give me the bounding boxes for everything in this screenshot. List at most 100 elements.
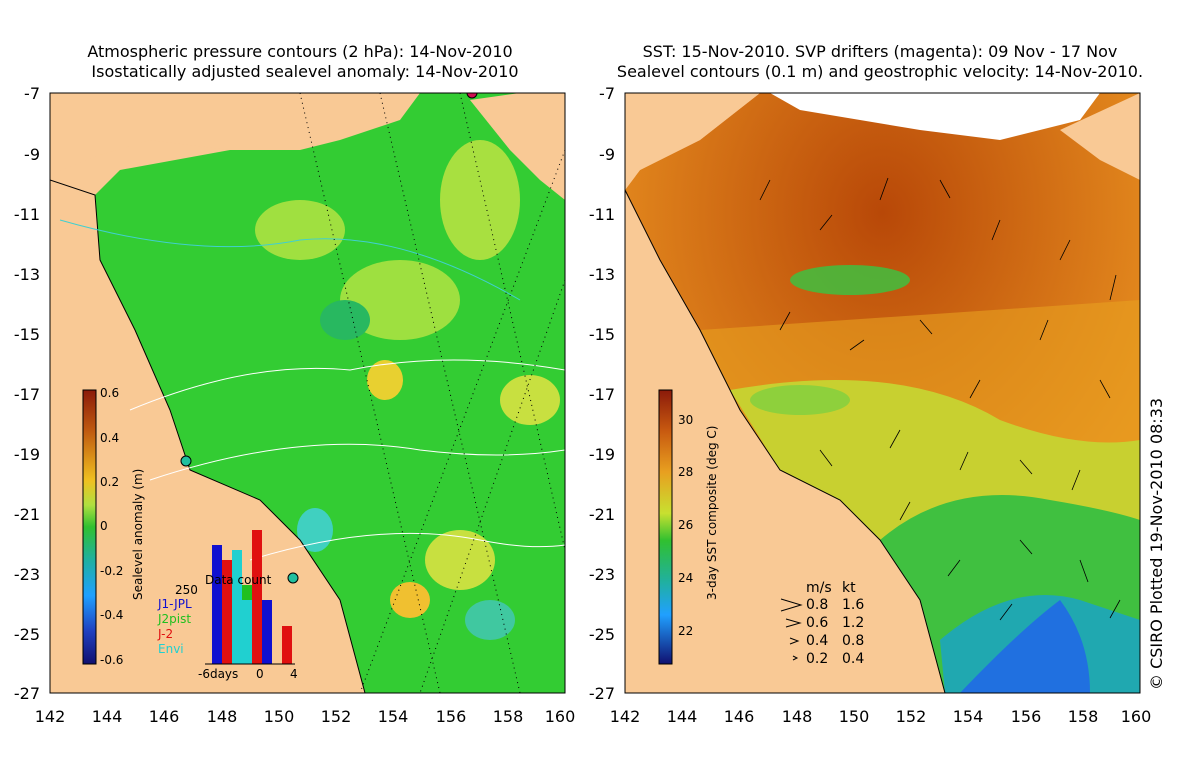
right-map	[625, 93, 1140, 693]
velocity-legend: m/s kt 0.8 1.6 0.6 1.2 0.4 0.8 0.2 0.4	[780, 580, 864, 667]
colorbar-tick: 24	[678, 571, 693, 585]
right-title-line2: Sealevel contours (0.1 m) and geostrophi…	[616, 62, 1144, 81]
new-guinea-land	[625, 93, 760, 190]
right-map-frame	[624, 92, 1141, 694]
x-tick: 154	[953, 707, 984, 726]
y-tick: -25	[14, 625, 40, 644]
left-x-axis: 142 144 146 148 150 152 154 156 158 160	[35, 707, 576, 726]
legend-arrow	[780, 598, 803, 612]
sla-negative-blob	[297, 508, 333, 552]
legend-ms: 0.6	[806, 615, 828, 631]
y-tick: -17	[589, 385, 615, 404]
legend-kt: 1.2	[842, 615, 864, 631]
sla-positive-blob	[390, 582, 430, 618]
mission-legend-item: J2pist	[157, 612, 191, 626]
pressure-contour-cyan	[59, 219, 521, 301]
sst-colorbar	[658, 389, 673, 665]
inset-xtick: 0	[256, 667, 264, 681]
solomon-islands-land	[470, 93, 565, 200]
inset-xtick: -6days	[198, 667, 238, 681]
x-tick: 142	[610, 707, 641, 726]
x-tick: 144	[667, 707, 698, 726]
inset-title: Data count	[205, 573, 272, 587]
y-tick: -11	[14, 205, 40, 224]
sst-colorbar-label: 3-day SST composite (deg C)	[705, 426, 719, 600]
legend-header-kt: kt	[842, 580, 856, 596]
satellite-tracks	[299, 93, 565, 693]
colorbar-tick: 0.6	[100, 386, 119, 400]
y-tick: -13	[14, 265, 40, 284]
y-tick: -9	[24, 145, 40, 164]
legend-ms: 0.4	[806, 633, 828, 649]
sla-positive-blob	[367, 360, 403, 400]
sla-positive-blob	[255, 200, 345, 260]
sla-colorbar	[82, 389, 97, 665]
sst-colorbar-ticks: 30 28 26 24 22	[678, 413, 693, 638]
y-tick: -7	[599, 84, 615, 103]
legend-ms: 0.8	[806, 597, 828, 613]
inset-bar	[212, 545, 222, 664]
sla-positive-blob	[500, 375, 560, 425]
colorbar-tick: 28	[678, 465, 693, 479]
sst-patch	[750, 385, 850, 415]
right-title-line1: SST: 15-Nov-2010. SVP drifters (magenta)…	[642, 42, 1118, 61]
inset-bar	[252, 530, 262, 664]
pressure-contour	[149, 443, 565, 481]
new-guinea-land	[50, 93, 420, 175]
colorbar-tick: 0.4	[100, 431, 119, 445]
y-tick: -25	[589, 625, 615, 644]
y-tick: -23	[589, 565, 615, 584]
csiro-credit: © CSIRO Plotted 19-Nov-2010 08:33	[1147, 398, 1166, 690]
inset-xtick: 4	[290, 667, 298, 681]
inset-max-label: 250	[175, 583, 198, 597]
y-tick: -17	[14, 385, 40, 404]
inset-bar	[262, 600, 272, 664]
y-tick: -13	[589, 265, 615, 284]
data-count-inset: Data count 250 J1-JPL J2pist J-2 Envi -6…	[157, 530, 298, 681]
cloud-mask	[770, 93, 1100, 140]
legend-kt: 1.6	[842, 597, 864, 613]
y-tick: -7	[24, 84, 40, 103]
x-tick: 144	[92, 707, 123, 726]
colorbar-tick: -0.6	[100, 653, 123, 667]
right-y-axis: -7 -9 -11 -13 -15 -17 -19 -21 -23 -25 -2…	[589, 84, 615, 703]
colorbar-tick: -0.4	[100, 608, 123, 622]
left-y-axis: -7 -9 -11 -13 -15 -17 -19 -21 -23 -25 -2…	[14, 84, 40, 703]
colorbar-tick: 0.2	[100, 475, 119, 489]
y-tick: -15	[589, 325, 615, 344]
drifter-marker	[466, 93, 478, 99]
y-tick: -27	[14, 684, 40, 703]
velocity-arrows	[759, 177, 1121, 621]
left-title-line1: Atmospheric pressure contours (2 hPa): 1…	[87, 42, 513, 61]
mission-legend-item: Envi	[158, 642, 184, 656]
x-tick: 156	[436, 707, 467, 726]
legend-kt: 0.8	[842, 633, 864, 649]
x-tick: 154	[378, 707, 409, 726]
sla-positive-blob	[440, 140, 520, 260]
sla-colorbar-label: Sealevel anomaly (m)	[131, 469, 145, 600]
pressure-contour	[249, 532, 565, 561]
colorbar-tick: 0	[100, 519, 108, 533]
colorbar-tick: 30	[678, 413, 693, 427]
sla-negative-blob	[465, 600, 515, 640]
inset-bar	[222, 560, 232, 664]
x-tick: 142	[35, 707, 66, 726]
x-tick: 148	[782, 707, 813, 726]
colorbar-tick: 22	[678, 624, 693, 638]
x-tick: 160	[1121, 707, 1152, 726]
y-tick: -15	[14, 325, 40, 344]
colorbar-tick: 26	[678, 518, 693, 532]
x-tick: 158	[493, 707, 524, 726]
x-tick: 150	[264, 707, 295, 726]
drifter-marker	[287, 572, 299, 584]
legend-ms: 0.2	[806, 651, 828, 667]
sla-positive-blob	[425, 530, 495, 590]
legend-arrow	[785, 618, 802, 628]
mission-legend-item: J1-JPL	[157, 597, 192, 611]
x-tick: 158	[1068, 707, 1099, 726]
sla-colorbar-ticks: 0.6 0.4 0.2 0 -0.2 -0.4 -0.6	[100, 386, 123, 667]
y-tick: -19	[14, 445, 40, 464]
x-tick: 152	[896, 707, 927, 726]
australia-land	[50, 93, 365, 693]
